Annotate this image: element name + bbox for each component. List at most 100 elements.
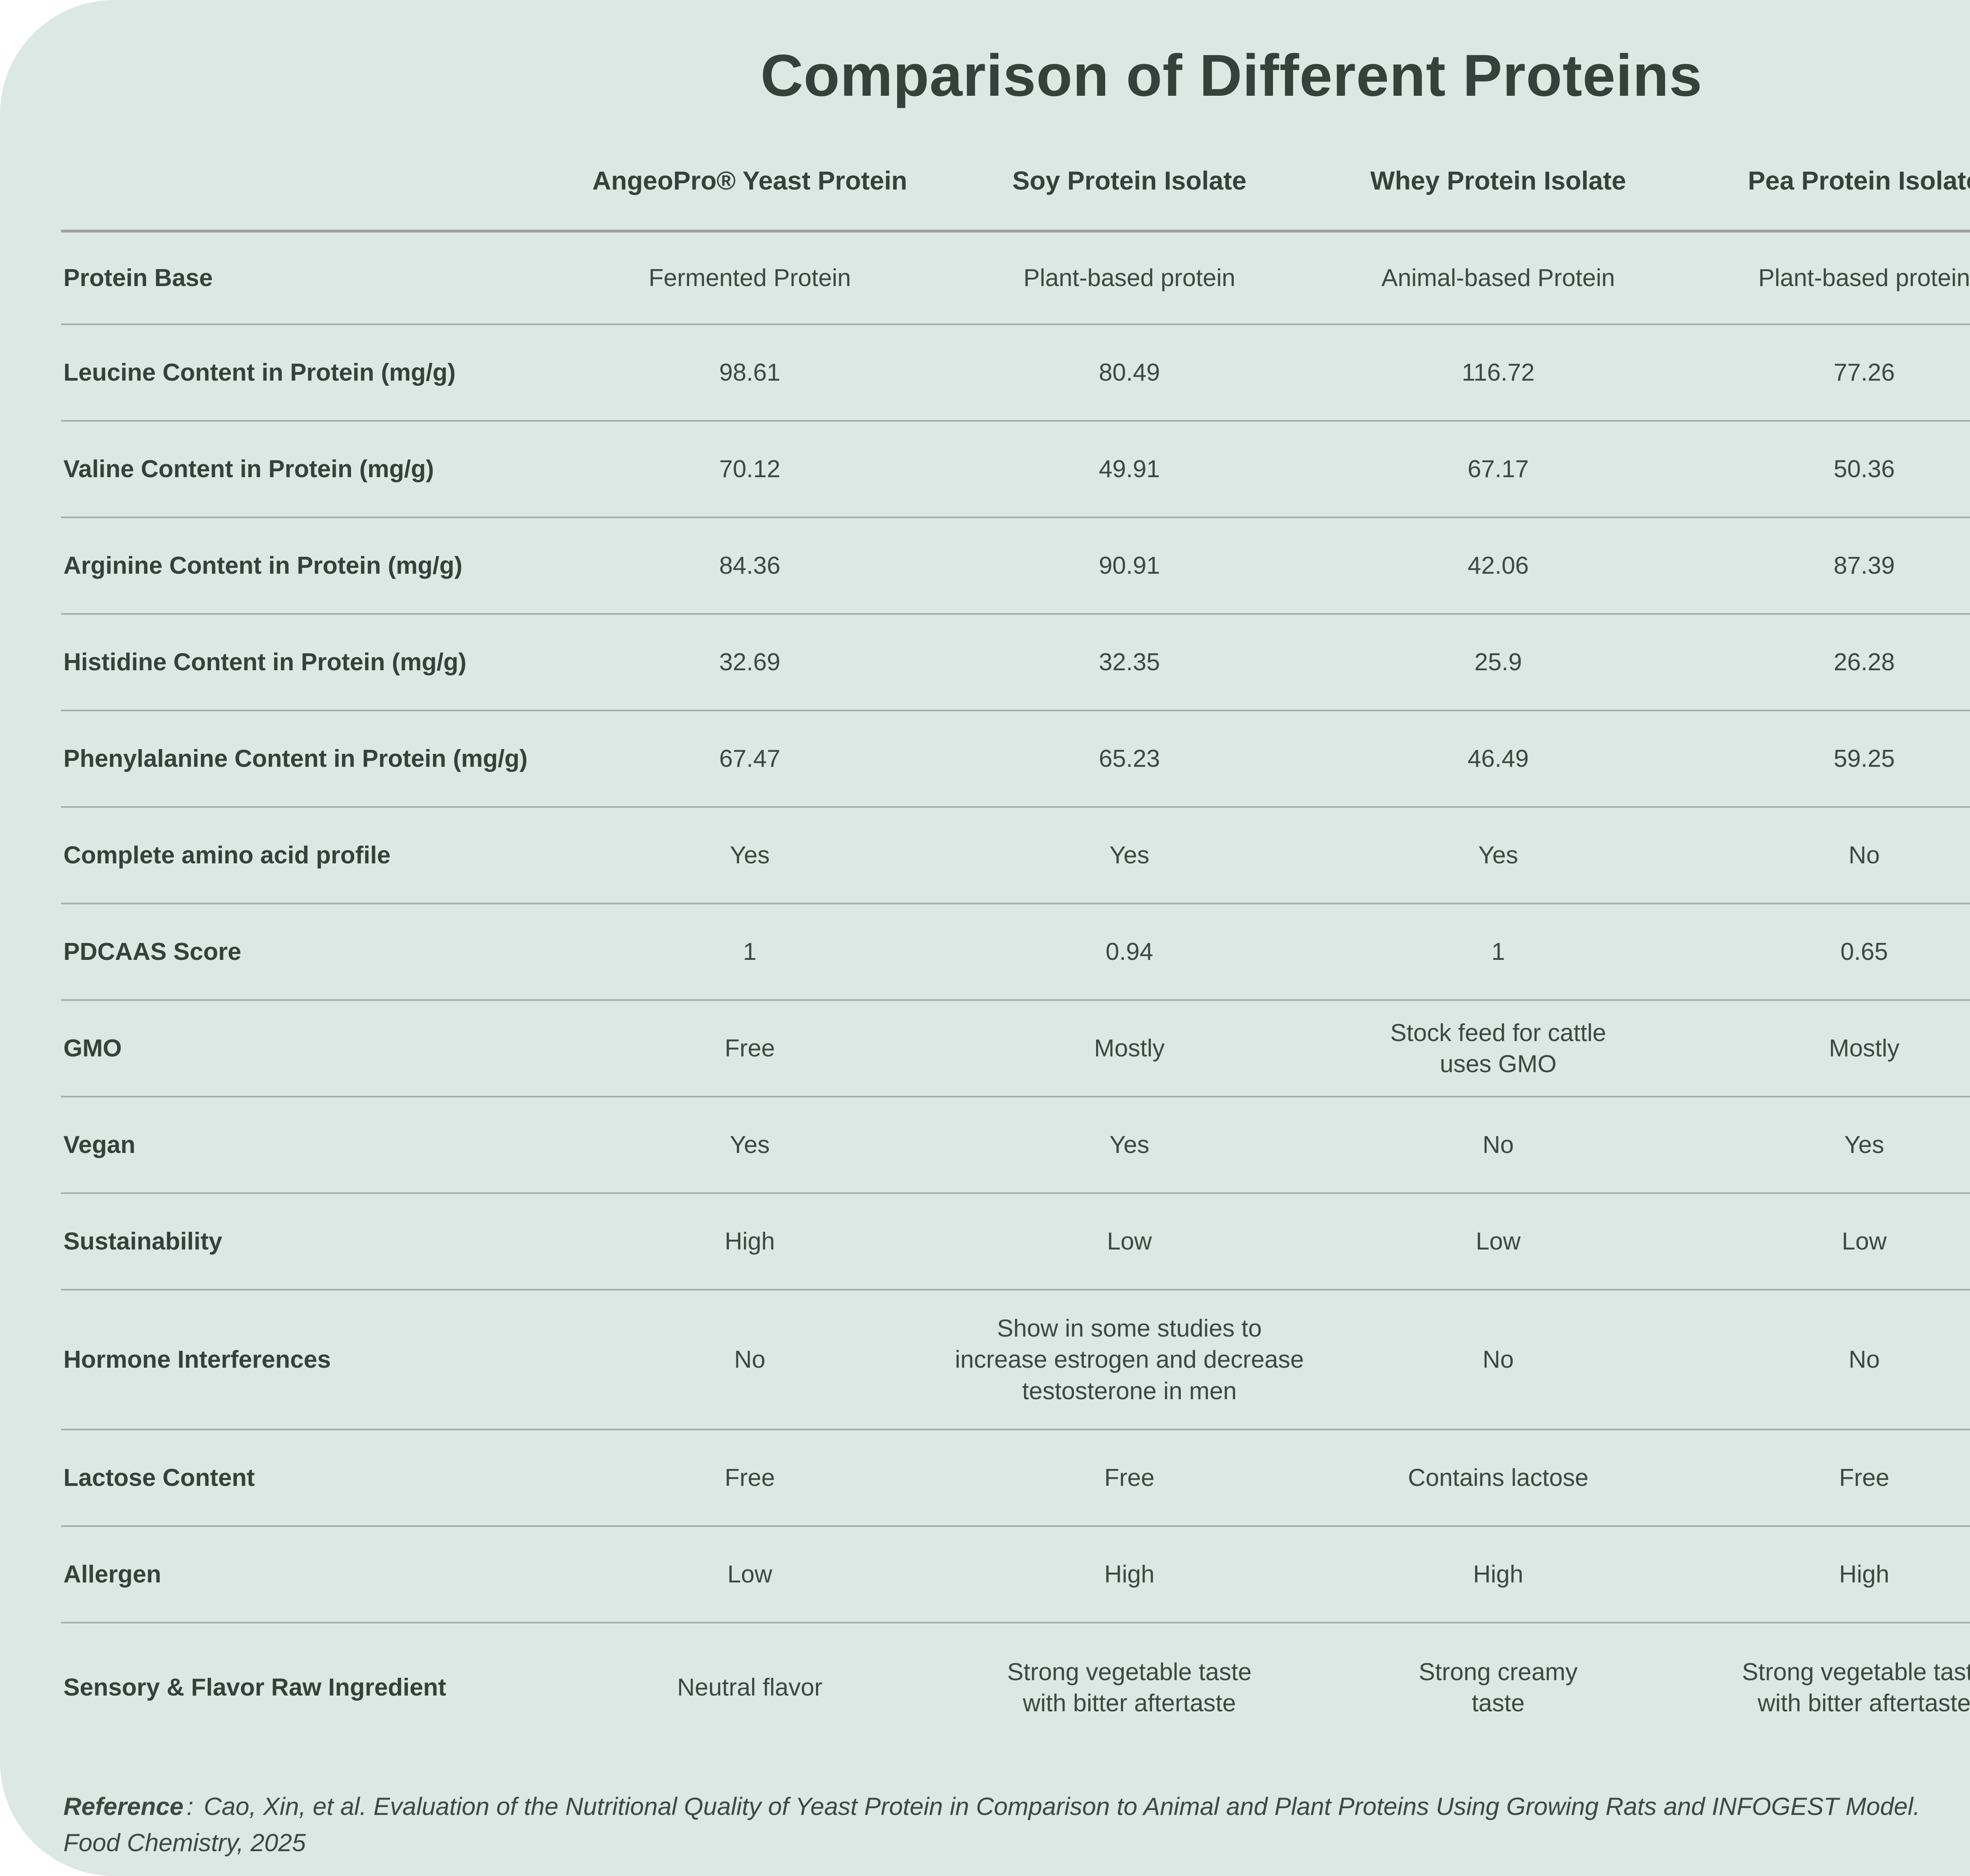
cell-value: Yes [1478,842,1518,869]
cell-value: 0.65 [1840,938,1888,966]
table-row: Leucine Content in Protein (mg/g) 98.61 80… [61,325,1970,422]
table-body: Protein Base Fermented Protein Plant-based… [61,232,1970,1751]
table-row: Valine Content in Protein (mg/g) 70.12 49.… [61,422,1970,519]
cell-value: 26.28 [1833,649,1895,676]
cell-value: 90.91 [1098,552,1160,580]
reference: Reference: Cao, Xin, et al. Evaluation of… [63,1789,1970,1861]
column-header: Whey Protein Isolate [1370,166,1626,195]
cell-value: High [725,1228,775,1255]
row-label: Valine Content in Protein (mg/g) [63,456,434,483]
cell-value: 67.47 [719,745,781,773]
table-row: Hormone Interferences No Show in some stud… [61,1290,1970,1431]
row-label: Lactose Content [63,1464,255,1492]
row-label: GMO [63,1035,122,1062]
cell-value: Free [1839,1464,1890,1492]
cell-value: 25.9 [1474,649,1522,676]
row-label: Hormone Interferences [63,1346,331,1374]
cell-value: Yes [730,842,770,869]
comparison-table: AngeoPro® Yeast Protein Soy Protein Isola… [61,153,1970,1751]
page-title: Comparison of Different Proteins [760,42,1702,108]
cell-value: 1 [1491,938,1505,966]
table-row: GMO Free Mostly Stock feed for cattle uses … [61,1001,1970,1098]
cell-value: 87.39 [1833,552,1895,580]
cell-value: High [1473,1561,1524,1588]
table-row: Complete amino acid profileYesYesYesNoNo [61,808,1970,905]
cell-value: Contains lactose [1408,1464,1589,1492]
cell-value: No [1848,1346,1880,1374]
cell-value: 67.17 [1467,456,1529,483]
cell-value: Yes [1844,1131,1885,1159]
cell-value: 70.12 [719,456,781,483]
cell-value: Strong creamy taste [1418,1658,1578,1717]
row-label: Arginine Content in Protein (mg/g) [63,552,463,580]
cell-value: High [1104,1561,1155,1588]
table-header-row: AngeoPro® Yeast Protein Soy Protein Isola… [61,153,1970,233]
table-row: Arginine Content in Protein (mg/g) 84.36 9… [61,518,1970,615]
cell-value: Mostly [1094,1035,1165,1062]
cell-value: High [1839,1561,1890,1588]
cell-value: 98.61 [719,359,781,387]
reference-label: Reference [63,1793,184,1821]
cell-value: 116.72 [1461,359,1535,387]
column-header: Soy Protein Isolate [1012,166,1247,195]
row-label: Complete amino acid profile [63,842,391,869]
cell-value: 65.23 [1098,745,1160,773]
cell-value: Fermented Protein [649,264,851,292]
cell-value: Free [1104,1464,1155,1492]
cell-value: No [1482,1131,1514,1159]
cell-value: Low [1107,1228,1152,1255]
cell-value: Neutral flavor [677,1674,823,1701]
cell-value: Yes [1109,842,1150,869]
cell-value: Animal-based Protein [1381,264,1615,292]
cell-value: 80.49 [1098,359,1160,387]
cell-value: 0.94 [1106,938,1153,966]
table-row: Lactose Content Free Free Contains lactose F… [61,1430,1970,1527]
cell-value: 50.36 [1833,456,1895,483]
cell-value: Free [725,1035,775,1062]
table-row: VeganYesYesNoYesYes [61,1097,1970,1194]
cell-value: Mostly [1829,1035,1900,1062]
row-label: PDCAAS Score [63,938,242,966]
cell-value: No [1482,1346,1514,1374]
cell-value: 84.36 [719,552,781,580]
table-row: Sensory & Flavor Raw Ingredient Neutral f… [61,1623,1970,1751]
reference-colon: : [186,1793,194,1821]
row-label: Histidine Content in Protein (mg/g) [63,649,466,676]
row-label: Vegan [63,1131,136,1159]
row-label: Protein Base [63,264,213,292]
row-label: Sustainability [63,1228,223,1255]
cell-value: 1 [743,938,757,966]
cell-value: 42.06 [1467,552,1529,580]
cell-value: 46.49 [1467,745,1529,773]
cell-value: 32.69 [719,649,781,676]
table-row: Protein Base Fermented Protein Plant-based… [61,232,1970,325]
cell-value: Plant-based protein [1758,264,1970,292]
column-header: Pea Protein Isolate [1748,166,1970,195]
table-row: Phenylalanine Content in Protein (mg/g) 6… [61,711,1970,808]
reference-text: Cao, Xin, et al. Evaluation of the Nutri… [63,1793,1920,1857]
corner-cell [61,169,558,192]
cell-value: No [734,1346,766,1374]
row-label: Leucine Content in Protein (mg/g) [63,359,456,387]
cell-value: Low [1842,1228,1887,1255]
row-label: Sensory & Flavor Raw Ingredient [63,1674,446,1701]
row-label: Allergen [63,1561,162,1588]
cell-value: Yes [1109,1131,1150,1159]
cell-value: Strong vegetable taste with bitter after… [1742,1658,1970,1717]
table-row: Histidine Content in Protein (mg/g) 32.69… [61,615,1970,712]
cell-value: Stock feed for cattle uses GMO [1390,1019,1606,1078]
cell-value: 59.25 [1833,745,1895,773]
row-label: Phenylalanine Content in Protein (mg/g) [63,745,528,773]
cell-value: 32.35 [1098,649,1160,676]
cell-value: Plant-based protein [1023,264,1236,292]
cell-value: Yes [730,1131,770,1159]
cell-value: 77.26 [1833,359,1895,387]
cell-value: Free [725,1464,775,1492]
table-row: SustainabilityHighLowLowLowLow [61,1194,1970,1291]
cell-value: Low [727,1561,772,1588]
column-header: AngeoPro® Yeast Protein [592,166,907,195]
cell-value: Strong vegetable taste with bitter after… [1007,1658,1252,1717]
cell-value: 49.91 [1098,456,1160,483]
